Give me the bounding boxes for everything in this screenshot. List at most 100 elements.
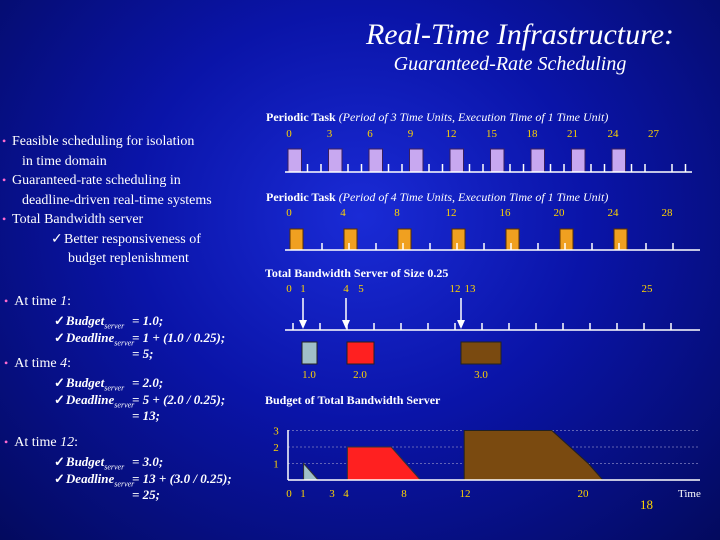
server-job-1 xyxy=(301,341,318,365)
time-heading: • At time 4: xyxy=(4,356,71,371)
task1-tick-0: 0 xyxy=(286,128,292,140)
server-job-label-3: 3.0 xyxy=(474,369,488,381)
check-icon: ✓ xyxy=(54,313,65,328)
task2-job xyxy=(451,228,466,251)
budget-x-tick-1: 1 xyxy=(300,488,306,500)
budget-y-tick-2: 2 xyxy=(273,442,279,454)
task1-jobs xyxy=(287,148,626,173)
server-tick-13: 13 xyxy=(465,283,477,295)
server-tick-1: 1 xyxy=(300,283,306,295)
task2-tick-labels: 0 4 8 12 16 20 24 28 xyxy=(286,207,673,219)
server-tick-4: 4 xyxy=(343,283,349,295)
time-block-1: • At time 1: ✓Budgetserver = 1.0; ✓Deadlin… xyxy=(4,292,259,362)
check-icon: ✓ xyxy=(54,392,65,407)
check-icon: ✓ xyxy=(54,471,65,486)
task2-tick-0: 0 xyxy=(286,207,292,219)
bullet-icon: • xyxy=(4,356,9,370)
task2-minor-ticks xyxy=(321,243,674,250)
task1-tick-21: 21 xyxy=(567,128,578,140)
task1-tick-24: 24 xyxy=(608,128,620,140)
budget-y-tick-3: 3 xyxy=(273,426,279,438)
task1-job xyxy=(287,148,302,173)
server-tick-25: 25 xyxy=(642,283,654,295)
budget-x-tick-20: 20 xyxy=(578,488,590,500)
task1-tick-27: 27 xyxy=(648,128,660,140)
budget-curve xyxy=(303,430,605,481)
slide-subtitle: Guaranteed-Rate Scheduling xyxy=(393,53,627,75)
time-block-2: • At time 4: ✓Budgetserver = 2.0; ✓Deadlin… xyxy=(4,354,259,424)
budget-x-tick-12: 12 xyxy=(460,488,471,500)
task1-tick-12: 12 xyxy=(446,128,457,140)
task1-tick-9: 9 xyxy=(408,128,414,140)
task2-tick-16: 16 xyxy=(500,207,512,219)
budget-line: ✓Budgetserver = 1.0; xyxy=(54,313,164,331)
task2-title: Periodic Task (Period of 4 Time Units, E… xyxy=(266,190,608,204)
time-heading: • At time 1: xyxy=(4,294,71,309)
check-icon: ✓ xyxy=(54,375,65,390)
task1-job xyxy=(409,148,424,173)
task1-job xyxy=(449,148,464,173)
task2-job xyxy=(505,228,520,251)
task2-job xyxy=(343,228,358,251)
bullet-text: Guaranteed-rate scheduling in xyxy=(12,173,181,188)
task2-tick-28: 28 xyxy=(662,207,674,219)
sub-bullet-text: Better responsiveness of xyxy=(64,231,201,247)
task1-job xyxy=(328,148,343,173)
budget-x-ticks: 0 1 3 4 8 12 20 xyxy=(286,488,589,500)
budget-segment-3 xyxy=(463,430,605,481)
budget-y-tick-1: 1 xyxy=(273,459,279,471)
bullet-cont: in time domain xyxy=(22,153,107,169)
slide-title: Real-Time Infrastructure: xyxy=(365,18,674,51)
bullet-icon: • xyxy=(4,294,9,308)
task1-minor-ticks xyxy=(306,164,687,172)
task1-job xyxy=(611,148,626,173)
task1-tick-6: 6 xyxy=(367,128,373,140)
server-arrivals xyxy=(299,298,465,329)
budget-x-unit: Time xyxy=(678,488,701,500)
task2-job xyxy=(559,228,574,251)
budget-x-tick-4: 4 xyxy=(343,488,349,500)
task1-job xyxy=(571,148,586,173)
task1-job xyxy=(368,148,383,173)
bullet-icon: • xyxy=(4,435,9,449)
task2-tick-20: 20 xyxy=(554,207,566,219)
server-job-2 xyxy=(346,341,375,365)
server-job-label-1: 1.0 xyxy=(302,369,316,381)
sub-bullet-responsiveness: ✓ Better responsiveness of xyxy=(4,230,254,250)
budget-line: ✓Budgetserver = 2.0; xyxy=(54,375,164,393)
task2-tick-12: 12 xyxy=(446,207,457,219)
server-tick-5: 5 xyxy=(358,283,364,295)
bullet-cont: deadline-driven real-time systems xyxy=(22,192,212,208)
task2-jobs xyxy=(289,228,628,251)
budget-line: ✓Budgetserver = 3.0; xyxy=(54,454,164,472)
bullet-text: Total Bandwidth server xyxy=(12,212,144,227)
sub-bullet-cont: budget replenishment xyxy=(68,251,189,266)
task2-job xyxy=(289,228,304,251)
task1-tick-15: 15 xyxy=(486,128,498,140)
task1-job xyxy=(530,148,545,173)
server-tick-labels: 0 1 4 5 12 13 25 xyxy=(286,283,653,295)
task1-tick-3: 3 xyxy=(327,128,333,140)
deadline-line: ✓Deadlineserver = 1 + (1.0 / 0.25); xyxy=(54,330,226,348)
bullet-text: Feasible scheduling for isolation xyxy=(12,134,195,149)
budget-x-tick-0: 0 xyxy=(286,488,292,500)
time-heading: • At time 12: xyxy=(4,435,78,450)
deadline-line: ✓Deadlineserver = 13 + (3.0 / 0.25); xyxy=(54,471,232,489)
arrow-head xyxy=(457,320,465,329)
server-title: Total Bandwidth Server of Size 0.25 xyxy=(265,266,448,280)
server-tick-0: 0 xyxy=(286,283,292,295)
server-job-3 xyxy=(460,341,502,365)
task1-tick-18: 18 xyxy=(527,128,539,140)
bullet-feasible: Feasible scheduling for isolation xyxy=(2,132,254,152)
bullet-list: Feasible scheduling for isolation in tim… xyxy=(2,132,254,269)
task1-job xyxy=(490,148,505,173)
task2-job xyxy=(613,228,628,251)
task2-job xyxy=(397,228,412,251)
task2-tick-8: 8 xyxy=(394,207,400,219)
check-icon: ✓ xyxy=(51,231,63,247)
arrow-head xyxy=(342,320,350,329)
server-minor-ticks xyxy=(292,323,672,330)
budget-x-tick-3: 3 xyxy=(329,488,335,500)
check-icon: ✓ xyxy=(54,330,65,345)
